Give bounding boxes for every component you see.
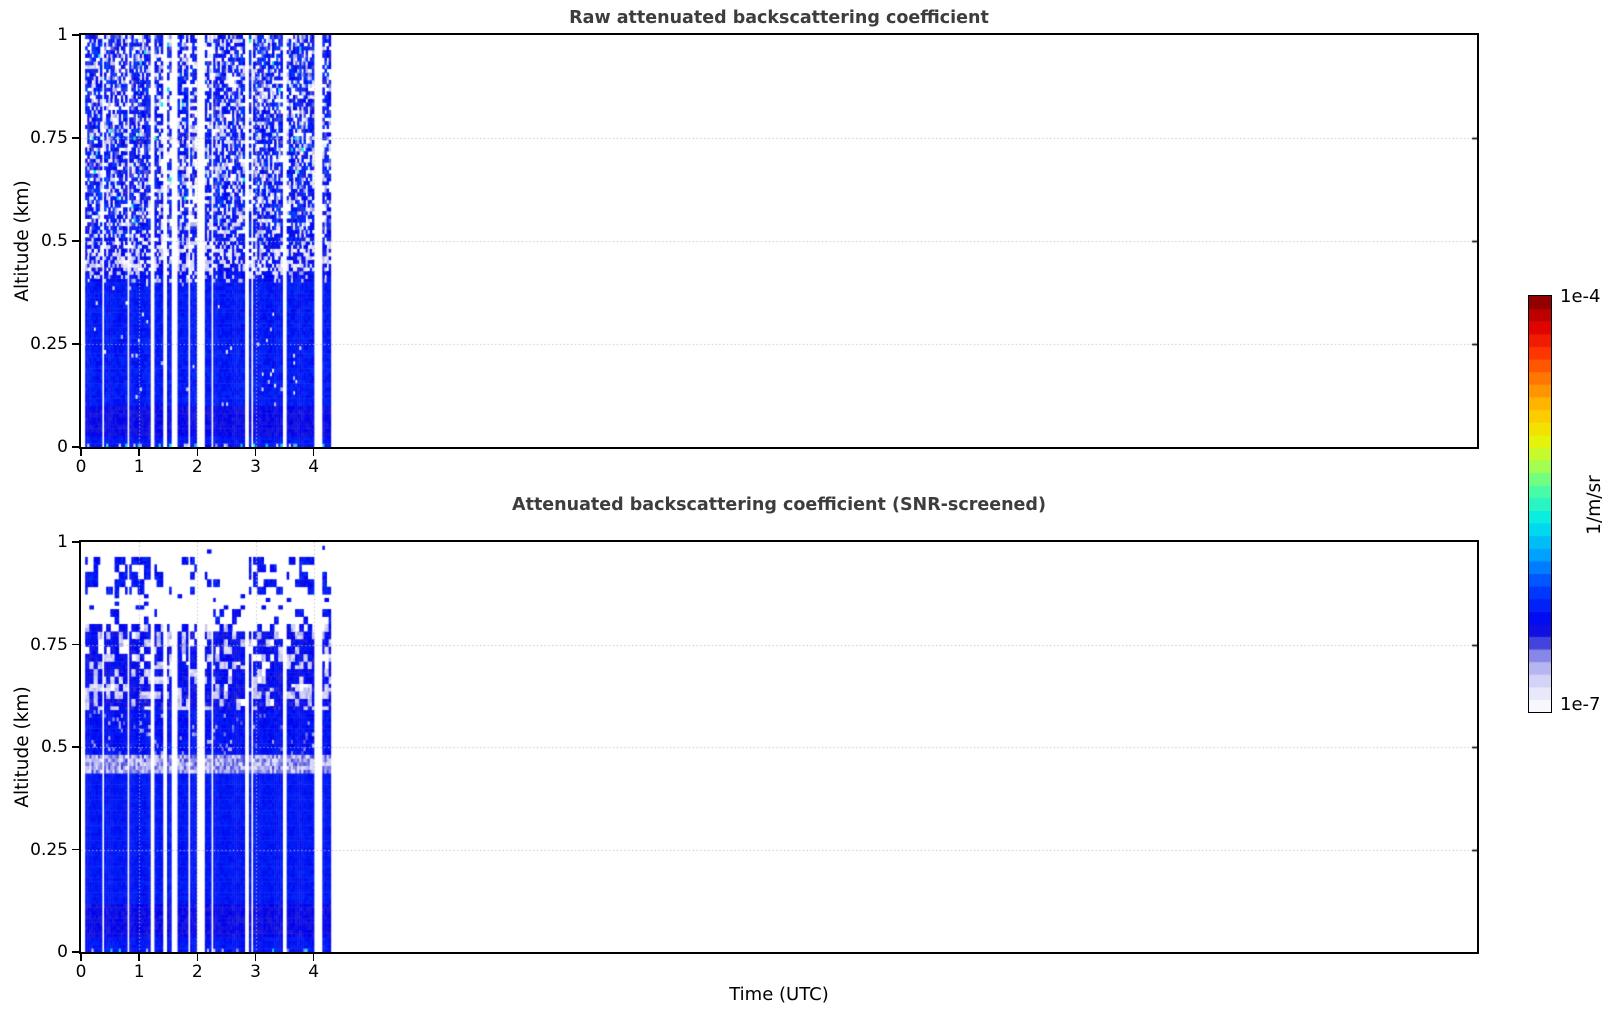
x-tick-label: 0 <box>75 962 87 982</box>
colorbar-unit-label: 1/m/sr <box>1584 475 1605 535</box>
x-tick-label: 1 <box>133 962 145 982</box>
colorbar-max-label: 1e-4 <box>1560 286 1601 307</box>
y-tick-label: 1 <box>57 532 68 552</box>
screened-heatmap-canvas <box>81 542 1477 952</box>
x-tick-mark <box>312 449 315 456</box>
screened-panel-title: Attenuated backscattering coefficient (S… <box>512 495 1046 515</box>
x-tick-mark <box>138 449 140 456</box>
y-tick-mark <box>72 643 79 646</box>
x-tick-label: 3 <box>250 457 261 477</box>
x-tick-mark <box>80 449 82 456</box>
y-tick-mark <box>72 137 79 139</box>
raw-plot-area <box>79 33 1479 449</box>
x-tick-mark <box>254 449 257 456</box>
x-tick-label: 0 <box>75 457 87 477</box>
y-tick-label: 0.25 <box>30 839 68 860</box>
y-tick-label: 0 <box>57 437 68 457</box>
raw-heatmap-canvas <box>81 35 1477 447</box>
x-tick-label: 1 <box>133 457 145 477</box>
x-tick-mark <box>196 954 199 961</box>
y-tick-mark <box>72 446 79 448</box>
x-tick-mark <box>80 954 82 961</box>
x-tick-label: 3 <box>250 962 261 982</box>
colorbar-canvas <box>1529 296 1551 712</box>
x-tick-label: 2 <box>191 962 203 982</box>
colorbar <box>1528 295 1552 713</box>
x-tick-mark <box>138 954 140 961</box>
y-tick-mark <box>72 343 79 345</box>
y-tick-label: 0.75 <box>30 634 68 655</box>
y-tick-mark <box>72 848 79 851</box>
y-tick-mark <box>72 951 79 953</box>
y-tick-label: 0.5 <box>40 231 68 251</box>
y-tick-mark <box>72 34 79 36</box>
y-tick-label: 0.75 <box>30 128 68 148</box>
y-tick-label: 0.25 <box>30 334 68 354</box>
y-tick-label: 1 <box>57 25 68 45</box>
y-tick-mark <box>72 541 79 543</box>
raw-panel-title: Raw attenuated backscattering coefficien… <box>569 8 989 28</box>
y-tick-mark <box>72 746 79 748</box>
time-axis-label: Time (UTC) <box>729 984 829 1005</box>
x-tick-label: 2 <box>191 457 203 477</box>
x-tick-mark <box>196 449 199 456</box>
x-tick-mark <box>254 954 257 961</box>
y-tick-mark <box>72 240 79 242</box>
screened-plot-area <box>79 540 1479 954</box>
x-tick-label: 4 <box>308 457 320 477</box>
x-tick-mark <box>312 954 315 961</box>
x-tick-label: 4 <box>308 962 320 982</box>
y-tick-label: 0 <box>57 942 68 962</box>
y-tick-label: 0.5 <box>40 737 68 757</box>
colorbar-min-label: 1e-7 <box>1560 694 1601 715</box>
